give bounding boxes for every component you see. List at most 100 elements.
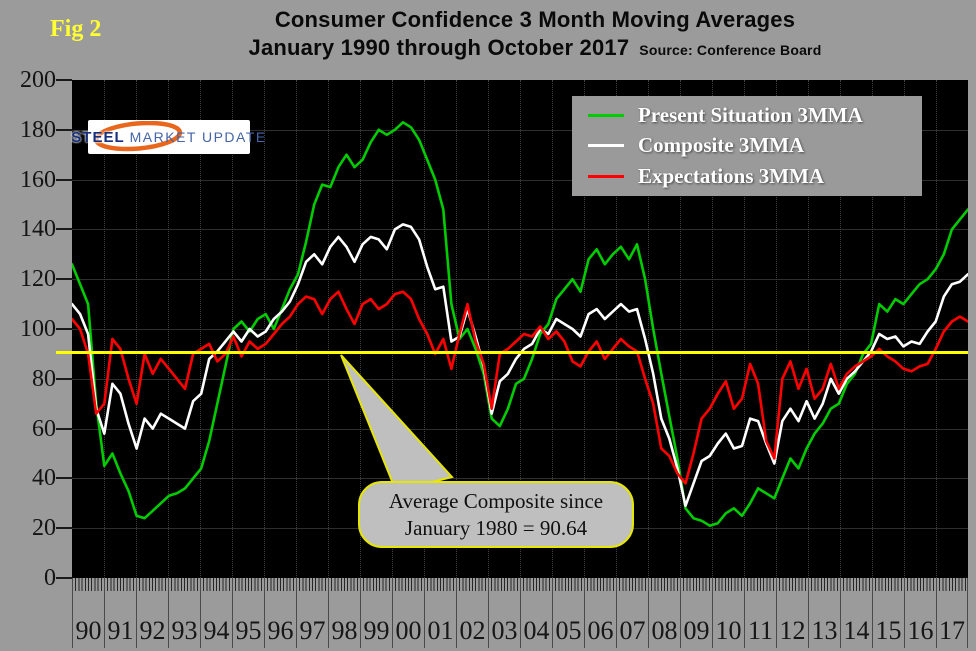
y-axis-tick-label: 100 — [20, 316, 56, 342]
logo-word-market: MARKET — [129, 129, 197, 145]
legend-item-present-situation: Present Situation 3MMA — [572, 103, 922, 128]
x-axis-year-cell: 07 — [616, 578, 648, 648]
red-line-swatch — [588, 175, 624, 179]
x-axis-year-label: 07 — [619, 616, 646, 645]
vertical-gridline — [712, 80, 713, 578]
y-axis-tick-label: 20 — [32, 515, 56, 542]
x-axis-year-cell: 92 — [136, 578, 168, 648]
x-axis-year-label: 00 — [395, 616, 422, 645]
y-axis-tick-label: 160 — [20, 166, 56, 193]
legend-item-expectations: Expectations 3MMA — [572, 164, 922, 189]
x-axis-year-cell: 08 — [648, 578, 680, 648]
vertical-gridline — [104, 80, 105, 578]
vertical-gridline — [840, 80, 841, 578]
legend-item-composite: Composite 3MMA — [572, 133, 922, 158]
x-axis-year-cell: 97 — [296, 578, 328, 648]
y-axis-tick-mark — [56, 128, 72, 131]
x-axis-year-label: 98 — [331, 616, 358, 645]
x-axis-year-label: 12 — [779, 616, 806, 645]
x-axis-year-label: 04 — [523, 616, 550, 645]
x-axis-year-cell: 16 — [904, 578, 936, 648]
x-axis-year-label: 92 — [139, 616, 166, 645]
x-axis-year-label: 05 — [555, 616, 582, 645]
logo-word-update: UPDATE — [201, 129, 267, 145]
x-axis-year-label: 03 — [491, 616, 518, 645]
average-composite-reference-line — [56, 350, 968, 354]
series-line-expectations-3mma — [72, 290, 968, 485]
x-axis-year-label: 01 — [427, 616, 454, 645]
x-axis-year-cell: 99 — [360, 578, 392, 648]
legend-label: Expectations 3MMA — [638, 164, 825, 189]
x-axis-year-label: 11 — [747, 616, 774, 645]
y-axis-tick-label: 60 — [32, 415, 56, 442]
x-axis-year-label: 17 — [939, 616, 965, 645]
vertical-gridline — [136, 80, 137, 578]
vertical-gridline — [520, 80, 521, 578]
vertical-gridline — [648, 80, 649, 578]
y-axis-tick-label: 40 — [32, 465, 56, 492]
vertical-gridline — [264, 80, 265, 578]
callout-line2: January 1980 = 90.64 — [404, 515, 588, 540]
y-axis-tick-label: 120 — [20, 266, 56, 293]
x-axis-year-cell: 94 — [200, 578, 232, 648]
y-axis-tick-label: 80 — [32, 365, 56, 392]
x-axis-year-label: 15 — [875, 616, 902, 645]
chart-title-line2: January 1990 through October 2017 Source:… — [95, 34, 975, 64]
x-axis-year-cell: 95 — [232, 578, 264, 648]
y-axis-tick-mark — [56, 228, 72, 231]
vertical-gridline — [616, 80, 617, 578]
legend: Present Situation 3MMA Composite 3MMA Ex… — [572, 96, 922, 196]
steel-market-update-logo: STEEL MARKET UPDATE — [71, 120, 265, 154]
y-axis-tick-mark — [56, 577, 72, 579]
vertical-gridline — [392, 80, 393, 578]
vertical-gridline — [296, 80, 297, 578]
x-axis-year-cell: 04 — [520, 578, 552, 648]
vertical-gridline — [872, 80, 873, 578]
vertical-gridline — [904, 80, 905, 578]
vertical-gridline — [328, 80, 329, 578]
vertical-gridline — [488, 80, 489, 578]
x-axis-year-label: 06 — [587, 616, 614, 645]
x-axis-year-cell: 03 — [488, 578, 520, 648]
y-axis-tick-mark — [56, 477, 72, 480]
x-axis-year-label: 97 — [299, 616, 326, 645]
logo-word-steel: STEEL — [71, 128, 125, 146]
x-axis-year-cell: 90 — [72, 578, 104, 648]
x-axis-year-cell: 98 — [328, 578, 360, 648]
y-axis-tick-mark — [56, 79, 72, 81]
y-axis-tick-label: 200 — [20, 67, 56, 93]
x-axis-year-cell: 96 — [264, 578, 296, 648]
series-lines — [72, 120, 968, 528]
x-axis-year-cell: 91 — [104, 578, 136, 648]
y-axis-tick-mark — [56, 278, 72, 281]
x-axis-year-label: 96 — [267, 616, 294, 645]
vertical-gridline — [168, 80, 169, 578]
x-axis-year-cell: 05 — [552, 578, 584, 648]
y-axis-tick-label: 180 — [20, 116, 56, 143]
average-composite-callout: Average Composite since January 1980 = 9… — [358, 481, 634, 548]
x-axis-year-label: 14 — [843, 616, 870, 645]
x-axis-year-label: 16 — [907, 616, 934, 645]
callout-line1: Average Composite since — [388, 488, 604, 513]
x-axis-year-cell: 14 — [840, 578, 872, 648]
x-axis-year-label: 13 — [811, 616, 838, 645]
y-axis-tick-mark — [56, 527, 72, 530]
x-axis-year-cell: 10 — [712, 578, 744, 648]
vertical-gridline — [744, 80, 745, 578]
x-axis-year-cell: 06 — [584, 578, 616, 648]
vertical-gridline — [936, 80, 937, 578]
y-axis-tick-label: 140 — [20, 216, 56, 243]
y-axis-tick-label: 0 — [44, 565, 56, 591]
chart-source-label: Source: Conference Board — [639, 42, 822, 58]
x-axis-year-cell: 00 — [392, 578, 424, 648]
x-axis-year-cell: 02 — [456, 578, 488, 648]
series-line-present-situation-3mma — [72, 120, 968, 528]
x-axis-year-cell: 17 — [936, 578, 968, 648]
x-axis-year-cell: 93 — [168, 578, 200, 648]
x-axis-year-label: 95 — [235, 616, 262, 645]
vertical-gridline — [776, 80, 777, 578]
x-axis-year-cell: 15 — [872, 578, 904, 648]
x-axis-year-label: 90 — [75, 616, 102, 645]
figure-number-label: Fig 2 — [50, 16, 102, 42]
